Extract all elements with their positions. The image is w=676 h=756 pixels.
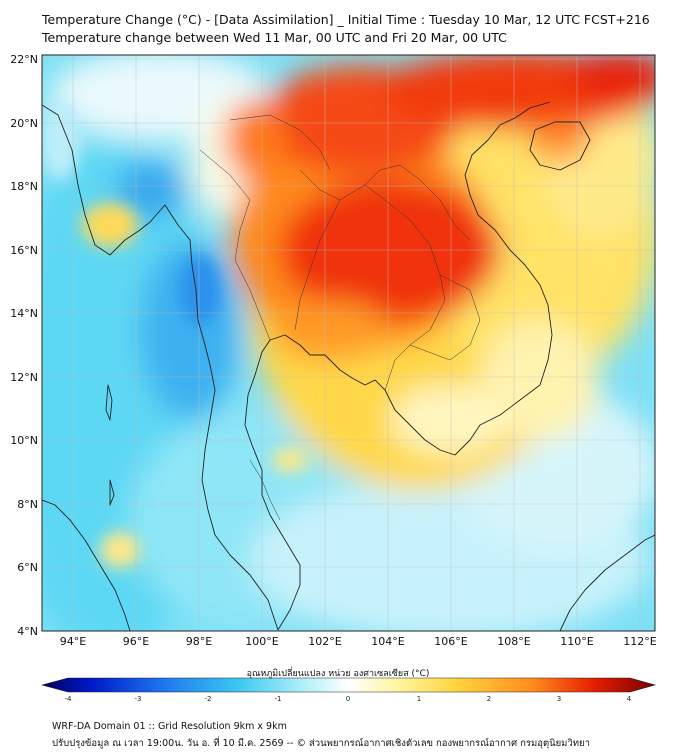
map-title: Temperature Change (°C) - [Data Assimila…	[42, 12, 650, 27]
colorbar-title: อุณหภูมิเปลี่ยนแปลง หน่วย องศาเซลเซียส (…	[246, 669, 430, 679]
colorbar-gradient	[40, 677, 657, 693]
temperature-field	[42, 55, 655, 631]
colorbar-tick: 4	[627, 695, 632, 703]
colorbar: -4 -3 -2 -1 0 1 2 3 4	[40, 677, 657, 703]
lon-label: 108°E	[497, 635, 530, 648]
lon-label: 98°E	[186, 635, 212, 648]
latitude-labels: 22°N 20°N 18°N 16°N 14°N 12°N 10°N 8°N 6…	[10, 53, 38, 638]
lon-label: 94°E	[60, 635, 86, 648]
footer-domain-info: WRF-DA Domain 01 :: Grid Resolution 9km …	[52, 721, 287, 732]
colorbar-tick: 1	[417, 695, 421, 703]
lon-label: 110°E	[560, 635, 593, 648]
colorbar-tick: -4	[65, 695, 73, 703]
coastlines	[42, 101, 655, 631]
lat-label: 18°N	[10, 180, 38, 193]
lat-label: 14°N	[10, 307, 38, 320]
colorbar-tick: -3	[135, 695, 142, 703]
colorbar-tick: 0	[346, 695, 350, 703]
colorbar-tick: -1	[275, 695, 282, 703]
lat-label: 6°N	[17, 561, 38, 574]
lon-label: 96°E	[123, 635, 149, 648]
lat-label: 8°N	[17, 498, 38, 511]
lat-label: 20°N	[10, 117, 38, 130]
lat-label: 16°N	[10, 244, 38, 257]
lon-label: 102°E	[308, 635, 341, 648]
colorbar-tick: -2	[205, 695, 212, 703]
country-borders	[199, 114, 481, 521]
lon-label: 104°E	[371, 635, 404, 648]
lon-label: 106°E	[434, 635, 467, 648]
lon-label: 112°E	[623, 635, 656, 648]
lat-label: 12°N	[10, 371, 38, 384]
lat-label: 22°N	[10, 53, 38, 66]
map-frame	[41, 54, 656, 632]
lat-label: 10°N	[10, 434, 38, 447]
graticule	[42, 55, 655, 631]
colorbar-tick: 3	[557, 695, 561, 703]
footer-credit: ปรับปรุงข้อมูล ณ เวลา 19:00น. วัน อ. ที่…	[52, 738, 590, 749]
colorbar-tick: 2	[487, 695, 491, 703]
longitude-labels: 94°E 96°E 98°E 100°E 102°E 104°E 106°E 1…	[60, 635, 657, 648]
lon-label: 100°E	[245, 635, 278, 648]
lat-label: 4°N	[17, 625, 38, 638]
map-subtitle: Temperature change between Wed 11 Mar, 0…	[42, 30, 507, 45]
